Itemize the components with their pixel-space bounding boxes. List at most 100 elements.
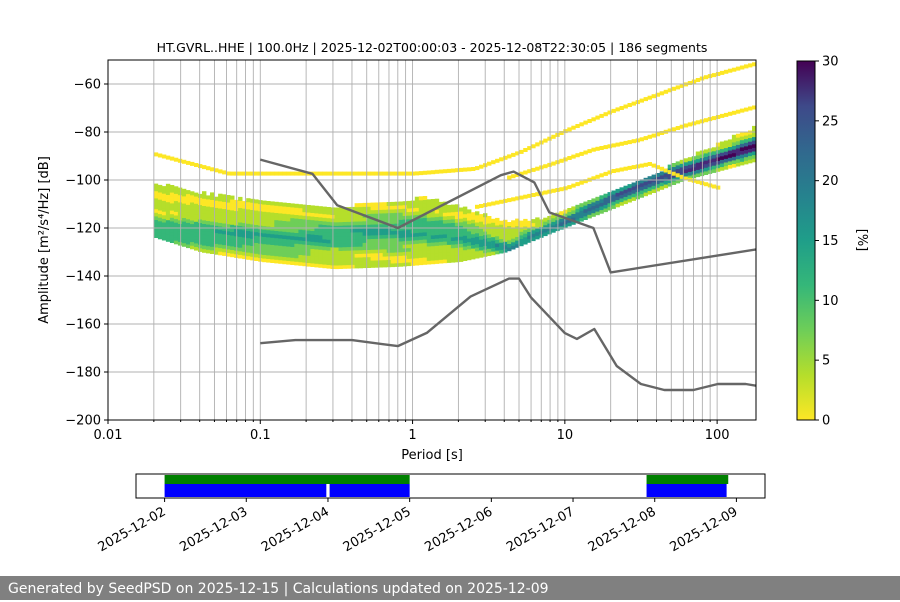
heatmap-cell (169, 188, 175, 193)
heatmap-cell (266, 211, 271, 216)
heatmap-cell (687, 122, 693, 127)
heatmap-cell (334, 247, 339, 252)
heatmap-cell (422, 210, 428, 215)
heatmap-cell (161, 154, 167, 159)
heatmap-cell (350, 171, 355, 176)
heatmap-cell (442, 244, 448, 249)
heatmap-cell (655, 176, 660, 181)
heatmap-cell (238, 236, 243, 241)
heatmap-cell (254, 228, 259, 233)
heatmap-cell (475, 247, 480, 252)
heatmap-cell (362, 260, 367, 265)
heatmap-cell (318, 224, 323, 229)
heatmap-cell (390, 237, 396, 242)
heatmap-cell (414, 232, 420, 237)
heatmap-cell (398, 241, 404, 246)
noise-models (259, 158, 756, 392)
heatmap-cell (358, 221, 363, 226)
heatmap-cell (214, 221, 219, 226)
heatmap-cell (511, 174, 516, 179)
heatmap-cell (748, 152, 753, 157)
heatmap-cell (282, 213, 287, 218)
heatmap-cell (177, 234, 183, 239)
heatmap-cell (246, 241, 251, 246)
heatmap-cell (346, 217, 351, 222)
heatmap-cell (202, 191, 207, 196)
heatmap-cell (161, 232, 167, 237)
heatmap-cell (663, 180, 669, 185)
heatmap-cell (306, 212, 311, 217)
heatmap-cell (173, 215, 179, 220)
heatmap-cell (491, 240, 496, 245)
heatmap-cell (226, 238, 231, 243)
heatmap-cell (310, 234, 315, 239)
heatmap-cell (270, 259, 275, 263)
heatmap-cell (169, 217, 175, 222)
heatmap-cell (286, 213, 291, 218)
heatmap-cell (298, 236, 303, 241)
heatmap-cell (430, 202, 436, 207)
heatmap-cell (254, 257, 259, 261)
heatmap-cell (354, 206, 359, 211)
heatmap-cell (442, 208, 448, 213)
heatmap-cell (450, 255, 456, 259)
heatmap-cell (270, 248, 275, 253)
heatmap-cell (366, 235, 371, 240)
heatmap-cell (306, 248, 311, 253)
heatmap-cell (727, 146, 733, 151)
psd-heatmap (153, 62, 756, 270)
heatmap-cell (342, 171, 347, 176)
heatmap-cell (390, 227, 396, 232)
heatmap-cell (731, 156, 737, 161)
heatmap-cell (266, 240, 271, 245)
heatmap-cell (270, 237, 275, 242)
heatmap-cell (278, 256, 283, 261)
heatmap-cell (615, 188, 620, 193)
heatmap-cell (511, 227, 516, 232)
heatmap-cell (362, 224, 367, 229)
heatmap-cell (218, 211, 223, 216)
heatmap-cell (298, 254, 303, 259)
heatmap-cell (454, 233, 460, 238)
heatmap-cell (752, 158, 756, 163)
heatmap-cell (499, 227, 504, 232)
heatmap-cell (238, 196, 243, 201)
heatmap-cell (748, 130, 753, 135)
heatmap-cell (563, 224, 568, 228)
heatmap-cell (559, 158, 564, 163)
heatmap-cell (342, 239, 347, 244)
heatmap-cell (242, 219, 247, 224)
heatmap-cell (495, 239, 500, 244)
heatmap-cell (430, 256, 436, 261)
y-tick-label: −100 (65, 174, 101, 189)
heatmap-cell (326, 221, 331, 226)
heatmap-cell (222, 223, 227, 228)
heatmap-cell (603, 171, 608, 176)
heatmap-cell (153, 208, 159, 213)
heatmap-cell (671, 163, 677, 167)
heatmap-cell (643, 162, 648, 167)
heatmap-cell (414, 214, 420, 219)
heatmap-cell (454, 204, 460, 209)
heatmap-cell (587, 207, 592, 212)
heatmap-cell (310, 209, 315, 213)
heatmap-cell (695, 179, 701, 184)
heatmap-cell (250, 216, 255, 221)
heatmap-cell (222, 251, 227, 256)
heatmap-cell (655, 132, 660, 137)
heatmap-cell (358, 203, 363, 208)
heatmap-cell (703, 118, 709, 123)
heatmap-cell (491, 247, 496, 252)
heatmap-cell (715, 164, 721, 169)
heatmap-cell (270, 241, 275, 245)
heatmap-cell (350, 206, 355, 211)
heatmap-cell (563, 209, 568, 214)
heatmap-cell (422, 217, 428, 222)
heatmap-cell (651, 189, 656, 193)
heatmap-cell (322, 171, 327, 176)
heatmap-cell (198, 201, 203, 206)
heatmap-cell (563, 220, 568, 225)
heatmap-cell (683, 158, 689, 163)
heatmap-cell (278, 205, 283, 210)
heatmap-cell (350, 210, 355, 215)
